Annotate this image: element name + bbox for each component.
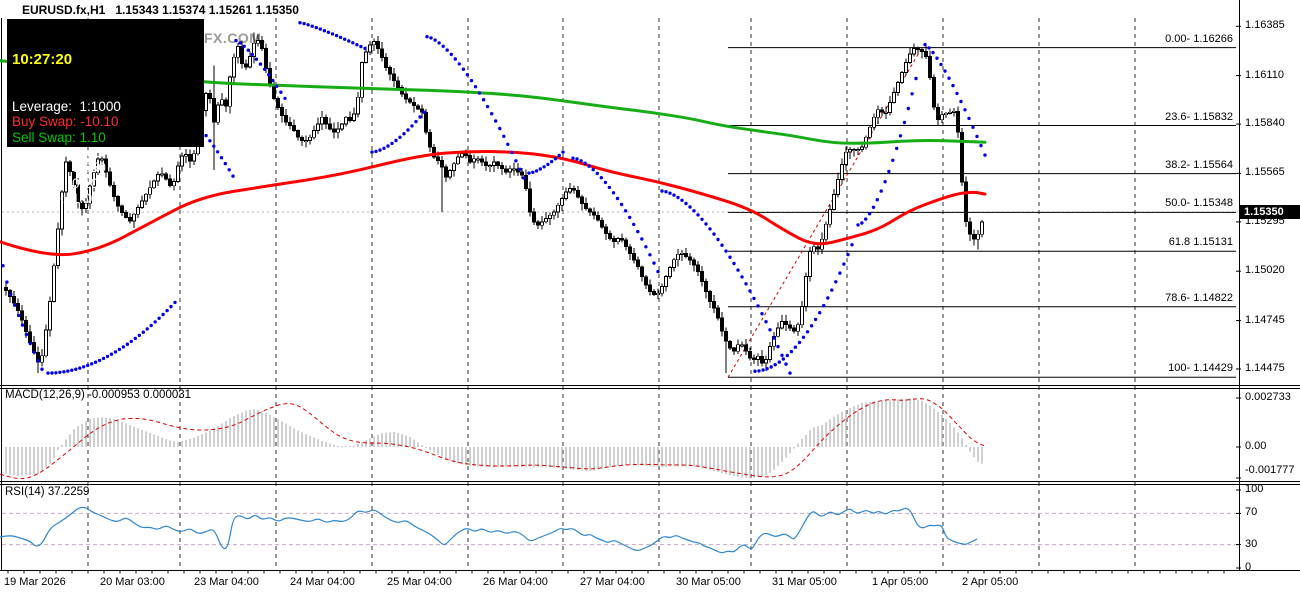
fib-level-label: 23.6- 1.15832 — [1165, 111, 1233, 123]
macd-axis-tick: -0.001777 — [1245, 464, 1295, 476]
info-panel-row: Buy Swap: -10.10 — [12, 114, 119, 130]
time-axis-label: 25 Mar 04:00 — [387, 576, 452, 588]
time-axis-label: 2 Apr 05:00 — [962, 576, 1019, 588]
price-axis-tick: 1.15020 — [1245, 264, 1285, 276]
macd-axis-tick: 0.00 — [1245, 440, 1267, 452]
rsi-level-lines — [2, 512, 1238, 546]
chart-title: EURUSD.fx,H1 1.15343 1.15374 1.15261 1.1… — [22, 3, 299, 17]
price-axis-tick: 1.16385 — [1245, 19, 1285, 31]
session-gridlines — [87, 18, 1136, 570]
rsi-indicator-label: RSI(14) 37.2259 — [5, 486, 90, 498]
info-panel: 10:27:20 Leverage: 1:1000 Buy Swap: -10.1… — [7, 19, 204, 206]
price-axis-tick: 1.14475 — [1245, 362, 1285, 374]
ma-red-line — [0, 150, 987, 257]
ohlc-quote-values: 1.15343 1.15374 1.15261 1.15350 — [115, 3, 299, 17]
axis-tick-marks — [7, 25, 1241, 574]
macd-axis-tick: 0.002733 — [1245, 391, 1291, 403]
macd-indicator-label: MACD(12,26,9) -0.000953 0.000031 — [5, 389, 192, 401]
pane-borders — [0, 0, 1300, 571]
fib-level-label: 61.8 1.15131 — [1168, 236, 1233, 248]
time-axis-label: 30 Mar 05:00 — [676, 576, 741, 588]
ma-green-line — [0, 59, 987, 145]
info-panel-row: Lot 0.05: 0.050 — [12, 160, 106, 176]
info-panel-row: Sell Swap: 1.10 — [12, 129, 106, 145]
time-axis-label: 24 Mar 04:00 — [290, 576, 355, 588]
info-panel-row: Leverage: 1:1000 — [12, 99, 121, 115]
fib-level-label: 100- 1.14429 — [1168, 362, 1233, 374]
rsi-axis-tick: 100 — [1245, 483, 1264, 495]
time-axis-label: 31 Mar 05:00 — [772, 576, 837, 588]
rsi-axis-tick: 30 — [1245, 538, 1258, 550]
symbol-period-label: EURUSD.fx,H1 — [22, 3, 106, 17]
macd-signal-line — [0, 398, 986, 480]
fib-level-label: 38.2- 1.15564 — [1165, 159, 1233, 171]
fib-level-label: 50.0- 1.15348 — [1165, 197, 1233, 209]
time-axis-label: 27 Mar 04:00 — [580, 576, 645, 588]
price-axis-tick: 1.16110 — [1245, 69, 1284, 81]
fibonacci-retracement[interactable] — [727, 47, 1236, 378]
price-axis-tick: 1.15565 — [1245, 166, 1285, 178]
rsi-axis-tick: 0 — [1245, 561, 1252, 573]
price-axis-tick: 1.15840 — [1245, 117, 1285, 129]
info-panel-row: Current spread: 16 — [12, 145, 125, 161]
server-clock: 10:27:20 — [12, 50, 73, 68]
info-panel-row: Lot 0.10: 0.10 — [12, 175, 99, 191]
time-axis-label: 23 Mar 04:00 — [194, 576, 259, 588]
time-axis-label: 20 Mar 03:00 — [100, 576, 165, 588]
current-price-badge: 1.15350 — [1240, 205, 1300, 219]
parabolic-sar-dots — [1, 21, 987, 375]
info-panel-row: Lot 1.00: 1.00 — [12, 190, 99, 206]
broker-watermark: FX.COM. — [204, 30, 266, 46]
price-axis-tick: 1.14745 — [1245, 314, 1285, 326]
fib-level-label: 0.00- 1.16266 — [1165, 33, 1233, 45]
info-panel-rows: Leverage: 1:1000 Buy Swap: -10.10 Sell Swa… — [12, 99, 199, 206]
time-axis-label: 26 Mar 04:00 — [483, 576, 548, 588]
rsi-axis-tick: 70 — [1245, 506, 1258, 518]
time-axis-label: 1 Apr 05:00 — [872, 576, 929, 588]
fib-level-label: 78.6- 1.14822 — [1165, 292, 1233, 304]
time-axis-label: 19 Mar 2026 — [4, 576, 66, 588]
rsi-line — [0, 506, 978, 554]
